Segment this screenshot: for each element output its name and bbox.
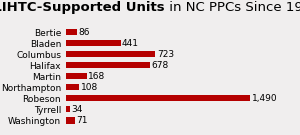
Bar: [66, 84, 80, 90]
Text: 71: 71: [76, 116, 88, 125]
Bar: [66, 29, 76, 35]
Bar: [66, 106, 70, 112]
Bar: [66, 117, 75, 124]
Text: 441: 441: [122, 39, 139, 48]
Bar: [66, 40, 121, 46]
Text: 34: 34: [72, 105, 83, 114]
Text: 3799 LIHTC-Supported Units: 3799 LIHTC-Supported Units: [0, 1, 165, 14]
Text: 1,490: 1,490: [252, 94, 278, 103]
Bar: [66, 73, 87, 79]
Text: 168: 168: [88, 72, 106, 81]
Text: 86: 86: [78, 28, 90, 37]
Bar: [66, 95, 250, 101]
Text: 108: 108: [81, 83, 98, 92]
Text: 678: 678: [152, 61, 169, 70]
Text: in NC PPCs Since 1990: in NC PPCs Since 1990: [165, 1, 300, 14]
Bar: [66, 51, 155, 57]
Bar: [66, 62, 150, 68]
Text: 723: 723: [157, 50, 174, 59]
